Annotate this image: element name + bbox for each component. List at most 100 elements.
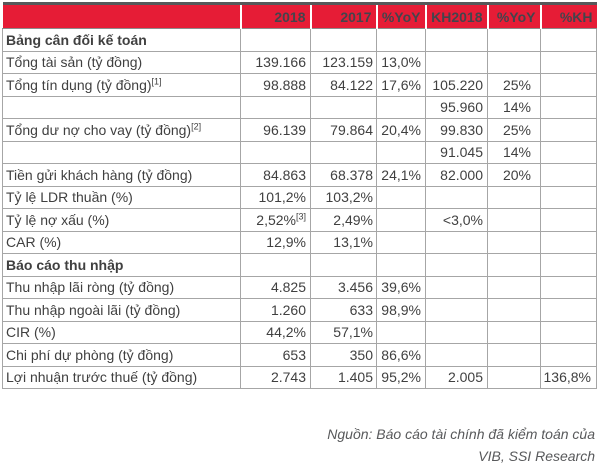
header-cell-2017: 2017 [309,3,377,29]
cell-2017: 57,1% [310,320,377,344]
table-row: Tiền gửi khách hàng (tỷ đồng) 84.863 68.37… [2,163,597,187]
cell-yoy-plan: 14% [487,140,541,164]
cell-kh [540,118,597,142]
source-note-line-1: Nguồn: Báo cáo tài chính đã kiểm toán củ… [327,426,595,442]
cell-yoy-plan [487,365,541,389]
cell-kh2018 [425,343,488,367]
cell-kh2018: 105.220 [425,73,488,97]
cell-2017: 1.405 [310,365,377,389]
cell-kh2018 [425,185,488,209]
row-label: Lợi nhuận trước thuế (tỷ đồng) [2,365,241,389]
financial-summary-table: 2018 2017 %YoY KH2018 %YoY %KH Bảng cân … [2,2,597,389]
table-body: Bảng cân đối kế toán Tổng tài sản (tỷ đồn… [2,28,597,389]
cell-2017: 633 [310,298,377,322]
header-cell-yoy-plan: %YoY [486,3,541,29]
cell-yoy-plan: 25% [487,73,541,97]
cell-yoy: 17,6% [376,73,426,97]
cell-kh [540,275,597,299]
cell-kh [540,230,597,254]
header-cell-yoy: %YoY [375,3,426,29]
row-label: Tổng tín dụng (tỷ đồng)[1] [2,73,241,97]
cell-2018: 2,52%[3] [240,208,311,232]
cell-kh2018 [425,253,488,277]
cell-kh [540,140,597,164]
header-row: 2018 2017 %YoY KH2018 %YoY %KH [2,3,597,29]
cell-kh2018 [425,28,488,52]
cell-2017: 13,1% [310,230,377,254]
cell-2018: 98.888 [240,73,311,97]
cell-2018: 12,9% [240,230,311,254]
cell-yoy [376,320,426,344]
row-label: Thu nhập ngoài lãi (tỷ đồng) [2,298,241,322]
table-row: CAR (%) 12,9% 13,1% [2,230,597,254]
table-row: Tổng dư nợ cho vay (tỷ đồng)[2] 96.139 79.… [2,118,597,142]
cell-2017 [310,140,377,164]
cell-2018 [240,253,311,277]
cell-yoy-plan: 20% [487,163,541,187]
cell-2018: 84.863 [240,163,311,187]
cell-yoy-plan [487,275,541,299]
table-row: Thu nhập lãi ròng (tỷ đồng) 4.825 3.456 39,… [2,275,597,299]
cell-kh [540,298,597,322]
cell-yoy-plan [487,343,541,367]
cell-kh2018: 2.005 [425,365,488,389]
row-label: Thu nhập lãi ròng (tỷ đồng) [2,275,241,299]
cell-kh [540,50,597,74]
cell-2018: 2.743 [240,365,311,389]
cell-kh2018: 82.000 [425,163,488,187]
cell-yoy-plan [487,298,541,322]
row-label: Chi phí dự phòng (tỷ đồng) [2,343,241,367]
table-row: CIR (%) 44,2% 57,1% [2,320,597,344]
cell-yoy [376,208,426,232]
cell-2017: 2,49% [310,208,377,232]
cell-yoy: 24,1% [376,163,426,187]
row-label [2,95,241,119]
section-row: Báo cáo thu nhập [2,253,597,277]
table-row: Lợi nhuận trước thuế (tỷ đồng) 2.743 1.405… [2,365,597,389]
cell-kh2018 [425,275,488,299]
table-row: Tỷ lệ nợ xấu (%) 2,52%[3] 2,49% <3,0% [2,208,597,232]
row-label: CAR (%) [2,230,241,254]
cell-yoy-plan [487,50,541,74]
cell-2018: 1.260 [240,298,311,322]
cell-yoy [376,185,426,209]
section-row: Bảng cân đối kế toán [2,28,597,52]
header-cell-kh: %KH [539,3,597,29]
footnote-marker: [3] [295,211,306,222]
cell-yoy-plan: 25% [487,118,541,142]
cell-yoy-plan [487,320,541,344]
header-cell-kh2018: KH2018 [424,3,488,29]
table-row: Tổng tín dụng (tỷ đồng)[1] 98.888 84.122 17… [2,73,597,97]
cell-yoy-plan [487,208,541,232]
footnote-marker: [1] [151,76,162,87]
cell-yoy-plan: 14% [487,95,541,119]
cell-kh2018: <3,0% [425,208,488,232]
table-row: Tỷ lệ LDR thuần (%) 101,2% 103,2% [2,185,597,209]
table-row: 95.960 14% [2,95,597,119]
footnote-marker: [2] [191,121,202,132]
cell-yoy: 39,6% [376,275,426,299]
source-note-line-2: VIB, SSI Research [478,447,595,464]
cell-yoy [376,230,426,254]
cell-2017: 79.864 [310,118,377,142]
cell-2018: 101,2% [240,185,311,209]
cell-2018 [240,140,311,164]
table-header: 2018 2017 %YoY KH2018 %YoY %KH [2,3,597,29]
cell-kh [540,343,597,367]
cell-2018: 96.139 [240,118,311,142]
cell-yoy [376,253,426,277]
cell-kh2018 [425,230,488,254]
cell-kh [540,185,597,209]
cell-2017: 103,2% [310,185,377,209]
row-label: Tổng tài sản (tỷ đồng) [2,50,241,74]
row-label: Tỷ lệ LDR thuần (%) [2,185,241,209]
cell-kh2018: 99.830 [425,118,488,142]
cell-kh [540,73,597,97]
cell-2018: 653 [240,343,311,367]
cell-2017: 3.456 [310,275,377,299]
row-label: CIR (%) [2,320,241,344]
source-note: Nguồn: Báo cáo tài chính đã kiểm toán củ… [327,424,595,467]
cell-yoy: 86,6% [376,343,426,367]
cell-yoy-plan [487,253,541,277]
cell-kh2018 [425,320,488,344]
